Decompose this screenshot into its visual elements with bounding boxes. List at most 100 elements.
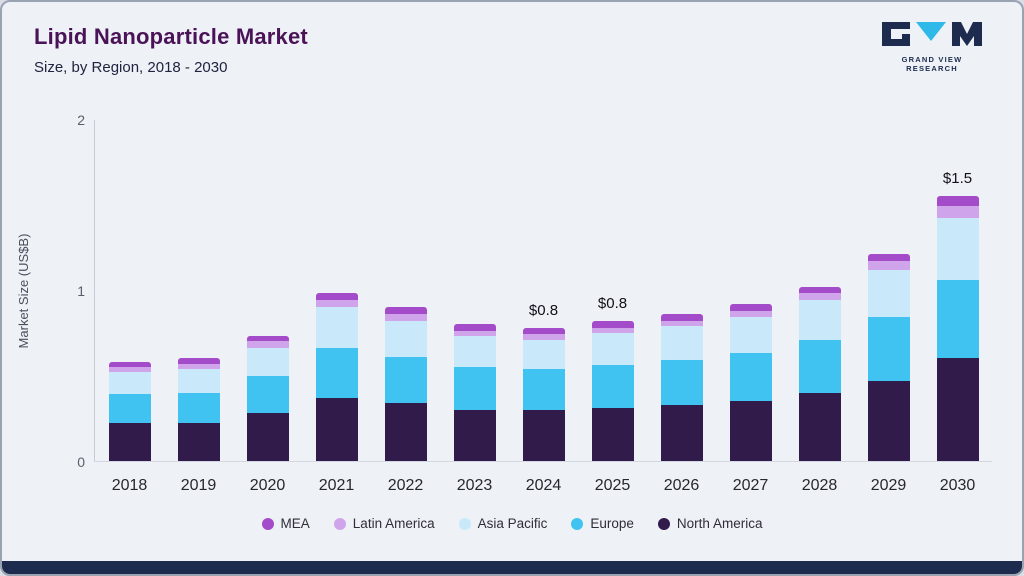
x-tick-2025: 2025 [594, 477, 631, 494]
bar-column-2020: 2020 [233, 120, 302, 494]
bar-column-2025: $0.8 2025 [578, 120, 647, 494]
legend-item-asia-pacific: Asia Pacific [458, 516, 548, 531]
bar-segment-asia-pacific [522, 339, 565, 369]
bar-stack [591, 320, 634, 461]
legend-label-asia-pacific: Asia Pacific [477, 516, 548, 531]
bar-segment-latin-america [108, 366, 151, 373]
x-tick-2020: 2020 [249, 477, 286, 494]
bar-segment-mea [729, 303, 772, 311]
x-tick-2024: 2024 [525, 477, 562, 494]
x-tick-2018: 2018 [111, 477, 148, 494]
bar-segment-latin-america [936, 206, 979, 219]
bar-column-2019: 2019 [164, 120, 233, 494]
x-tick-2027: 2027 [732, 477, 769, 494]
legend-dot-north-america [657, 517, 670, 530]
bar-segment-mea [522, 327, 565, 335]
bar-segment-mea [660, 313, 703, 321]
bar-segment-mea [246, 336, 289, 342]
bar-segment-latin-america [522, 334, 565, 340]
x-tick-2026: 2026 [663, 477, 700, 494]
bar-segment-asia-pacific [108, 372, 151, 395]
bar-segment-north-america [729, 401, 772, 461]
bar-stack [453, 324, 496, 461]
bar-segment-europe [384, 356, 427, 403]
page-subtitle: Size, by Region, 2018 - 2030 [34, 59, 228, 76]
legend-label-europe: Europe [590, 516, 634, 531]
footer-bar [2, 561, 1022, 574]
bar-stack [729, 303, 772, 461]
y-tick-2: 2 [77, 112, 85, 128]
legend-label-mea: MEA [280, 516, 310, 531]
bar-stack [660, 313, 703, 461]
bar-segment-north-america [177, 423, 220, 461]
brand-logo: GRAND VIEW RESEARCH [876, 22, 988, 73]
bar-segment-north-america [867, 380, 910, 461]
bar-segment-mea [936, 195, 979, 207]
legend-label-north-america: North America [676, 516, 763, 531]
y-axis-label: Market Size (US$B) [16, 233, 31, 349]
bar-segment-europe [867, 317, 910, 381]
bar-segment-europe [177, 392, 220, 424]
bar-segment-mea [315, 293, 358, 301]
bar-column-2030: $1.5 2030 [923, 120, 992, 494]
bar-column-2028: 2028 [785, 120, 854, 494]
page-title: Lipid Nanoparticle Market [34, 24, 308, 49]
bar-segment-europe [246, 375, 289, 414]
bar-segment-europe [315, 348, 358, 398]
bar-segment-asia-pacific [798, 300, 841, 340]
bar-segment-asia-pacific [453, 336, 496, 367]
x-tick-2030: 2030 [939, 477, 976, 494]
x-tick-2019: 2019 [180, 477, 217, 494]
legend-dot-latin-america [333, 517, 346, 530]
legend-item-europe: Europe [571, 516, 634, 531]
bar-segment-asia-pacific [729, 317, 772, 354]
legend-item-mea: MEA [261, 516, 310, 531]
bar-segment-latin-america [315, 300, 358, 308]
bar-segment-north-america [522, 409, 565, 461]
bar-column-2027: 2027 [716, 120, 785, 494]
bar-segment-asia-pacific [246, 348, 289, 376]
bar-stack [798, 286, 841, 461]
bar-segment-latin-america [867, 260, 910, 270]
bar-column-2023: 2023 [440, 120, 509, 494]
bar-segment-europe [660, 360, 703, 405]
bar-annotation-2030: $1.5 [942, 169, 973, 187]
bar-segment-mea [384, 307, 427, 314]
x-tick-2022: 2022 [387, 477, 424, 494]
bar-segment-mea [177, 358, 220, 364]
bar-segment-europe [936, 279, 979, 359]
bar-segment-north-america [246, 413, 289, 461]
bar-segment-mea [867, 254, 910, 261]
bar-segment-north-america [384, 402, 427, 461]
bar-segment-latin-america [384, 313, 427, 321]
bar-segment-europe [798, 339, 841, 393]
bar-segment-latin-america [177, 363, 220, 369]
plot-area: 0 1 2 2018 2019 2020 2021 2022 2023 $0.8 2024 $0.8 2… [77, 112, 992, 494]
bar-segment-latin-america [798, 293, 841, 301]
bar-stack [108, 361, 151, 461]
brand-logo-text: GRAND VIEW RESEARCH [901, 55, 963, 73]
bar-column-2024: $0.8 2024 [509, 120, 578, 494]
bar-stack [177, 358, 220, 461]
bar-segment-asia-pacific [660, 325, 703, 361]
bar-segment-latin-america [453, 331, 496, 337]
bar-segment-north-america [936, 358, 979, 461]
grand-view-research-logo-icon [882, 22, 982, 46]
legend-item-north-america: North America [657, 516, 763, 531]
bar-segment-asia-pacific [177, 368, 220, 393]
bar-segment-north-america [453, 409, 496, 461]
bar-segment-north-america [660, 404, 703, 461]
bar-segment-europe [729, 353, 772, 402]
bar-segment-mea [591, 320, 634, 328]
bar-segment-north-america [315, 397, 358, 461]
bar-segment-europe [522, 368, 565, 410]
bar-segment-mea [108, 361, 151, 367]
bar-column-2021: 2021 [302, 120, 371, 494]
bar-annotation-2025: $0.8 [597, 294, 628, 312]
bar-segment-north-america [591, 408, 634, 461]
legend-dot-asia-pacific [458, 517, 471, 530]
bar-segment-asia-pacific [315, 307, 358, 349]
bar-segment-north-america [108, 423, 151, 461]
bar-segment-latin-america [246, 341, 289, 349]
